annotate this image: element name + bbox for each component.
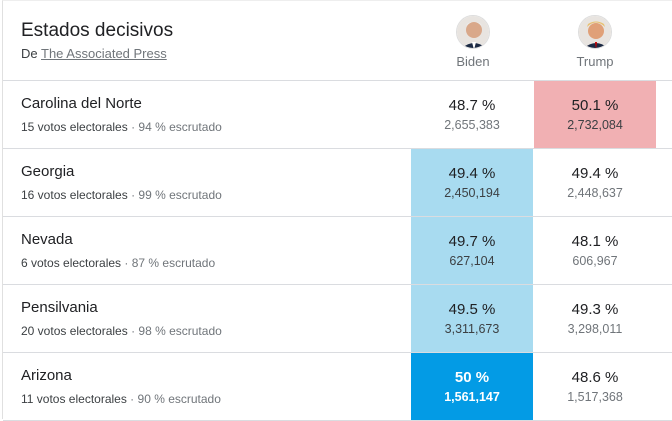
biden-pct: 49.4 % xyxy=(448,165,496,182)
state-meta: 11 votos electorales · 90 % escrutado xyxy=(21,392,221,406)
biden-pct: 48.7 % xyxy=(448,97,496,114)
trump-pct: 48.6 % xyxy=(571,369,619,386)
state-name: Carolina del Norte xyxy=(21,95,142,112)
state-meta: 6 votos electorales · 87 % escrutado xyxy=(21,256,216,270)
biden-votes: 627,104 xyxy=(449,254,495,268)
trump-votes: 1,517,368 xyxy=(567,390,623,404)
electoral-votes: 11 votos electorales xyxy=(21,392,127,406)
candidate-biden: Biden xyxy=(412,15,534,69)
trump-votes: 2,448,637 xyxy=(567,186,623,200)
electoral-votes: 16 votos electorales xyxy=(21,188,128,202)
state-name: Georgia xyxy=(21,163,75,180)
trump-result-cell: 49.3 % 3,298,011 xyxy=(534,285,656,352)
reported-pct: 90 % escrutado xyxy=(137,392,221,406)
state-row[interactable]: Nevada 6 votos electorales · 87 % escrut… xyxy=(3,217,672,285)
biden-pct: 49.7 % xyxy=(448,233,496,250)
state-name: Pensilvania xyxy=(21,299,98,316)
state-row[interactable]: Georgia 16 votos electorales · 99 % escr… xyxy=(3,149,672,217)
trump-result-cell: 48.6 % 1,517,368 xyxy=(534,353,656,420)
state-row[interactable]: Carolina del Norte 15 votos electorales … xyxy=(3,81,672,149)
state-meta: 15 votos electorales · 94 % escrutado xyxy=(21,120,222,134)
reported-pct: 99 % escrutado xyxy=(138,188,222,202)
biden-result-cell: 50 % 1,561,147 xyxy=(411,353,533,420)
biden-votes: 2,655,383 xyxy=(444,118,500,132)
trump-avatar-icon xyxy=(578,15,612,49)
state-name: Nevada xyxy=(21,231,73,248)
biden-pct: 49.5 % xyxy=(448,301,496,318)
biden-label: Biden xyxy=(456,54,490,69)
biden-result-cell: 48.7 % 2,655,383 xyxy=(411,81,533,148)
biden-votes: 2,450,194 xyxy=(444,186,500,200)
trump-result-cell: 50.1 % 2,732,084 xyxy=(534,81,656,148)
biden-result-cell: 49.5 % 3,311,673 xyxy=(411,285,533,352)
trump-votes: 606,967 xyxy=(572,254,618,268)
card-header: Estados decisivos De The Associated Pres… xyxy=(3,1,672,81)
candidate-trump: Trump xyxy=(534,15,656,69)
trump-pct: 49.3 % xyxy=(571,301,619,318)
electoral-votes: 15 votos electorales xyxy=(21,120,128,134)
trump-label: Trump xyxy=(576,54,614,69)
trump-pct: 49.4 % xyxy=(571,165,619,182)
trump-pct: 50.1 % xyxy=(571,97,619,114)
biden-result-cell: 49.7 % 627,104 xyxy=(411,217,533,284)
state-meta: 16 votos electorales · 99 % escrutado xyxy=(21,188,222,202)
reported-pct: 98 % escrutado xyxy=(138,324,222,338)
trump-result-cell: 49.4 % 2,448,637 xyxy=(534,149,656,216)
state-row[interactable]: Pensilvania 20 votos electorales · 98 % … xyxy=(3,285,672,353)
state-meta: 20 votos electorales · 98 % escrutado xyxy=(21,324,222,338)
biden-votes: 3,311,673 xyxy=(444,322,500,336)
trump-result-cell: 48.1 % 606,967 xyxy=(534,217,656,284)
state-row[interactable]: Arizona 11 votos electorales · 90 % escr… xyxy=(3,353,672,421)
source-line: De The Associated Press xyxy=(21,46,167,61)
card-title: Estados decisivos xyxy=(21,20,174,41)
reported-pct: 87 % escrutado xyxy=(131,256,216,270)
state-name: Arizona xyxy=(21,367,72,384)
biden-avatar-icon xyxy=(456,15,490,49)
trump-votes: 2,732,084 xyxy=(567,118,623,132)
biden-result-cell: 49.4 % 2,450,194 xyxy=(411,149,533,216)
trump-pct: 48.1 % xyxy=(571,233,619,250)
electoral-votes: 20 votos electorales xyxy=(21,324,128,338)
source-link[interactable]: The Associated Press xyxy=(41,46,167,61)
source-prefix: De xyxy=(21,46,38,61)
trump-votes: 3,298,011 xyxy=(567,322,623,336)
biden-votes: 1,561,147 xyxy=(444,390,500,404)
electoral-votes: 6 votos electorales xyxy=(21,256,122,270)
biden-pct: 50 % xyxy=(454,369,490,386)
reported-pct: 94 % escrutado xyxy=(138,120,222,134)
